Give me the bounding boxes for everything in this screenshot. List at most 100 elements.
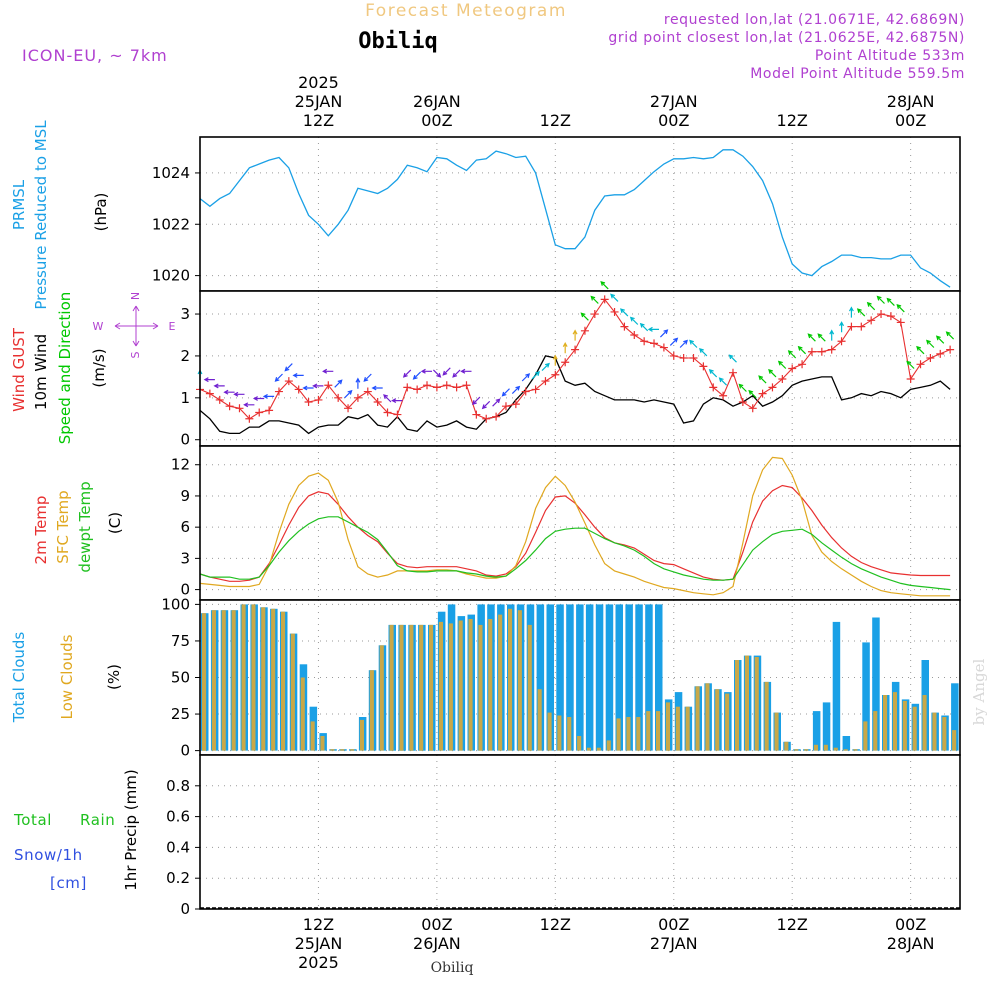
- wind-arrow: [580, 312, 589, 321]
- gust-marker: [225, 402, 234, 411]
- bottom-time-label: 12Z: [540, 915, 571, 934]
- low-cloud-bar: [784, 741, 789, 751]
- low-cloud-bar: [873, 711, 878, 751]
- low-cloud-bar: [764, 681, 769, 751]
- wind-arrow: [284, 363, 293, 372]
- low-cloud-bar: [823, 744, 828, 751]
- wind-arrow: [562, 341, 568, 354]
- gust-marker: [798, 360, 807, 369]
- precip-cm-label: [cm]: [50, 874, 87, 892]
- wind-arrow: [481, 400, 491, 410]
- wind-arrow: [432, 369, 442, 378]
- wind-arrow: [610, 293, 619, 302]
- low-cloud-bar: [853, 749, 858, 751]
- gust-marker: [807, 347, 816, 356]
- pressure-unit: (hPa): [92, 193, 110, 232]
- wind-arrow: [600, 281, 609, 290]
- panel-bg: [200, 446, 960, 600]
- wind-arrow: [334, 379, 343, 388]
- low-cloud-bar: [912, 706, 917, 751]
- wind-arrow: [383, 394, 392, 403]
- low-cloud-bar: [211, 610, 216, 751]
- wind-10m-label: 10m Wind: [32, 334, 50, 410]
- total-cloud-bar: [842, 736, 851, 751]
- low-cloud-bar: [675, 706, 680, 751]
- gust-marker: [630, 330, 639, 339]
- wind-arrow: [302, 385, 314, 391]
- temperature-panel: 0 3 6 9 12: [171, 445, 961, 601]
- total-cloud-bar: [556, 604, 564, 751]
- low-cloud-bar: [863, 721, 868, 751]
- low-cloud-bar: [271, 608, 276, 751]
- wind-arrow: [829, 329, 835, 341]
- low-cloud-bar: [932, 712, 937, 751]
- y-tick-label: 2: [180, 347, 190, 365]
- wind-arrow: [639, 322, 649, 332]
- low-clouds-label: Low Clouds: [58, 634, 76, 719]
- low-cloud-bar: [202, 613, 207, 751]
- series-line-prmsl: [199, 149, 951, 288]
- y-tick-label: 75: [171, 632, 190, 650]
- gust-marker: [571, 345, 580, 354]
- gust-marker: [265, 406, 274, 415]
- prmsl-label: PRMSL: [10, 179, 28, 230]
- compass-w: W: [93, 320, 104, 333]
- wind-arrow: [312, 383, 324, 389]
- total-cloud-bar: [832, 621, 841, 751]
- low-cloud-bar: [665, 702, 670, 751]
- gust-marker: [709, 383, 718, 392]
- wind-arrow: [274, 373, 283, 382]
- wind-arrow: [233, 391, 245, 397]
- gust-marker: [906, 374, 915, 383]
- low-cloud-bar: [537, 689, 542, 751]
- grid-point-coords: grid point closest lon,lat (21.0625E, 42…: [608, 30, 965, 46]
- pressure-msl-label: Pressure Reduced to MSL: [32, 120, 50, 310]
- low-cloud-bar: [379, 645, 384, 751]
- low-cloud-bar: [902, 700, 907, 751]
- top-time-label: 12Z: [777, 111, 808, 130]
- total-cloud-bar: [595, 604, 604, 751]
- total-cloud-bar: [566, 604, 574, 751]
- gust-marker: [738, 398, 747, 407]
- precip-ylabel: 1hr Precip (mm): [122, 769, 140, 890]
- low-cloud-bar: [725, 693, 730, 751]
- wind-arrow: [797, 345, 807, 355]
- y-tick-label: 1020: [152, 267, 190, 285]
- low-cloud-bar: [744, 655, 749, 751]
- gust-marker: [432, 383, 441, 392]
- bottom-time-label: 00Z: [421, 915, 452, 934]
- compass-e: E: [169, 320, 176, 333]
- wind-arrow: [391, 398, 403, 404]
- total-cloud-bar: [625, 604, 633, 751]
- gust-marker: [847, 322, 856, 331]
- total-cloud-bar: [822, 702, 831, 751]
- gust-marker: [580, 326, 589, 335]
- gust-marker: [255, 408, 264, 417]
- wind-arrow: [531, 371, 540, 380]
- precip-rain-label: Rain: [80, 811, 115, 829]
- low-cloud-bar: [833, 747, 838, 751]
- wind-arrow: [718, 377, 728, 386]
- low-cloud-bar: [547, 712, 552, 751]
- low-cloud-bar: [735, 660, 740, 751]
- gust-marker: [610, 307, 619, 316]
- pressure-panel: 1020 1022 1024: [152, 136, 961, 292]
- gust-marker: [521, 387, 530, 396]
- gust-marker: [916, 360, 925, 369]
- wind-arrow: [768, 369, 777, 378]
- y-tick-label: 1022: [152, 215, 190, 233]
- low-cloud-bar: [409, 624, 414, 751]
- gust-marker: [541, 377, 550, 386]
- low-cloud-bar: [310, 721, 315, 751]
- wind-arrow: [252, 396, 265, 401]
- low-cloud-bar: [429, 624, 434, 751]
- wind-arrow: [848, 306, 854, 318]
- gust-marker: [857, 322, 866, 331]
- wind-arrow: [442, 367, 451, 376]
- total-cloud-bar: [585, 604, 594, 751]
- bottom-time-label: 12Z: [777, 915, 808, 934]
- top-time-label: 00Z: [895, 111, 926, 130]
- point-altitude: Point Altitude 533m: [815, 48, 965, 64]
- gust-marker: [679, 354, 688, 363]
